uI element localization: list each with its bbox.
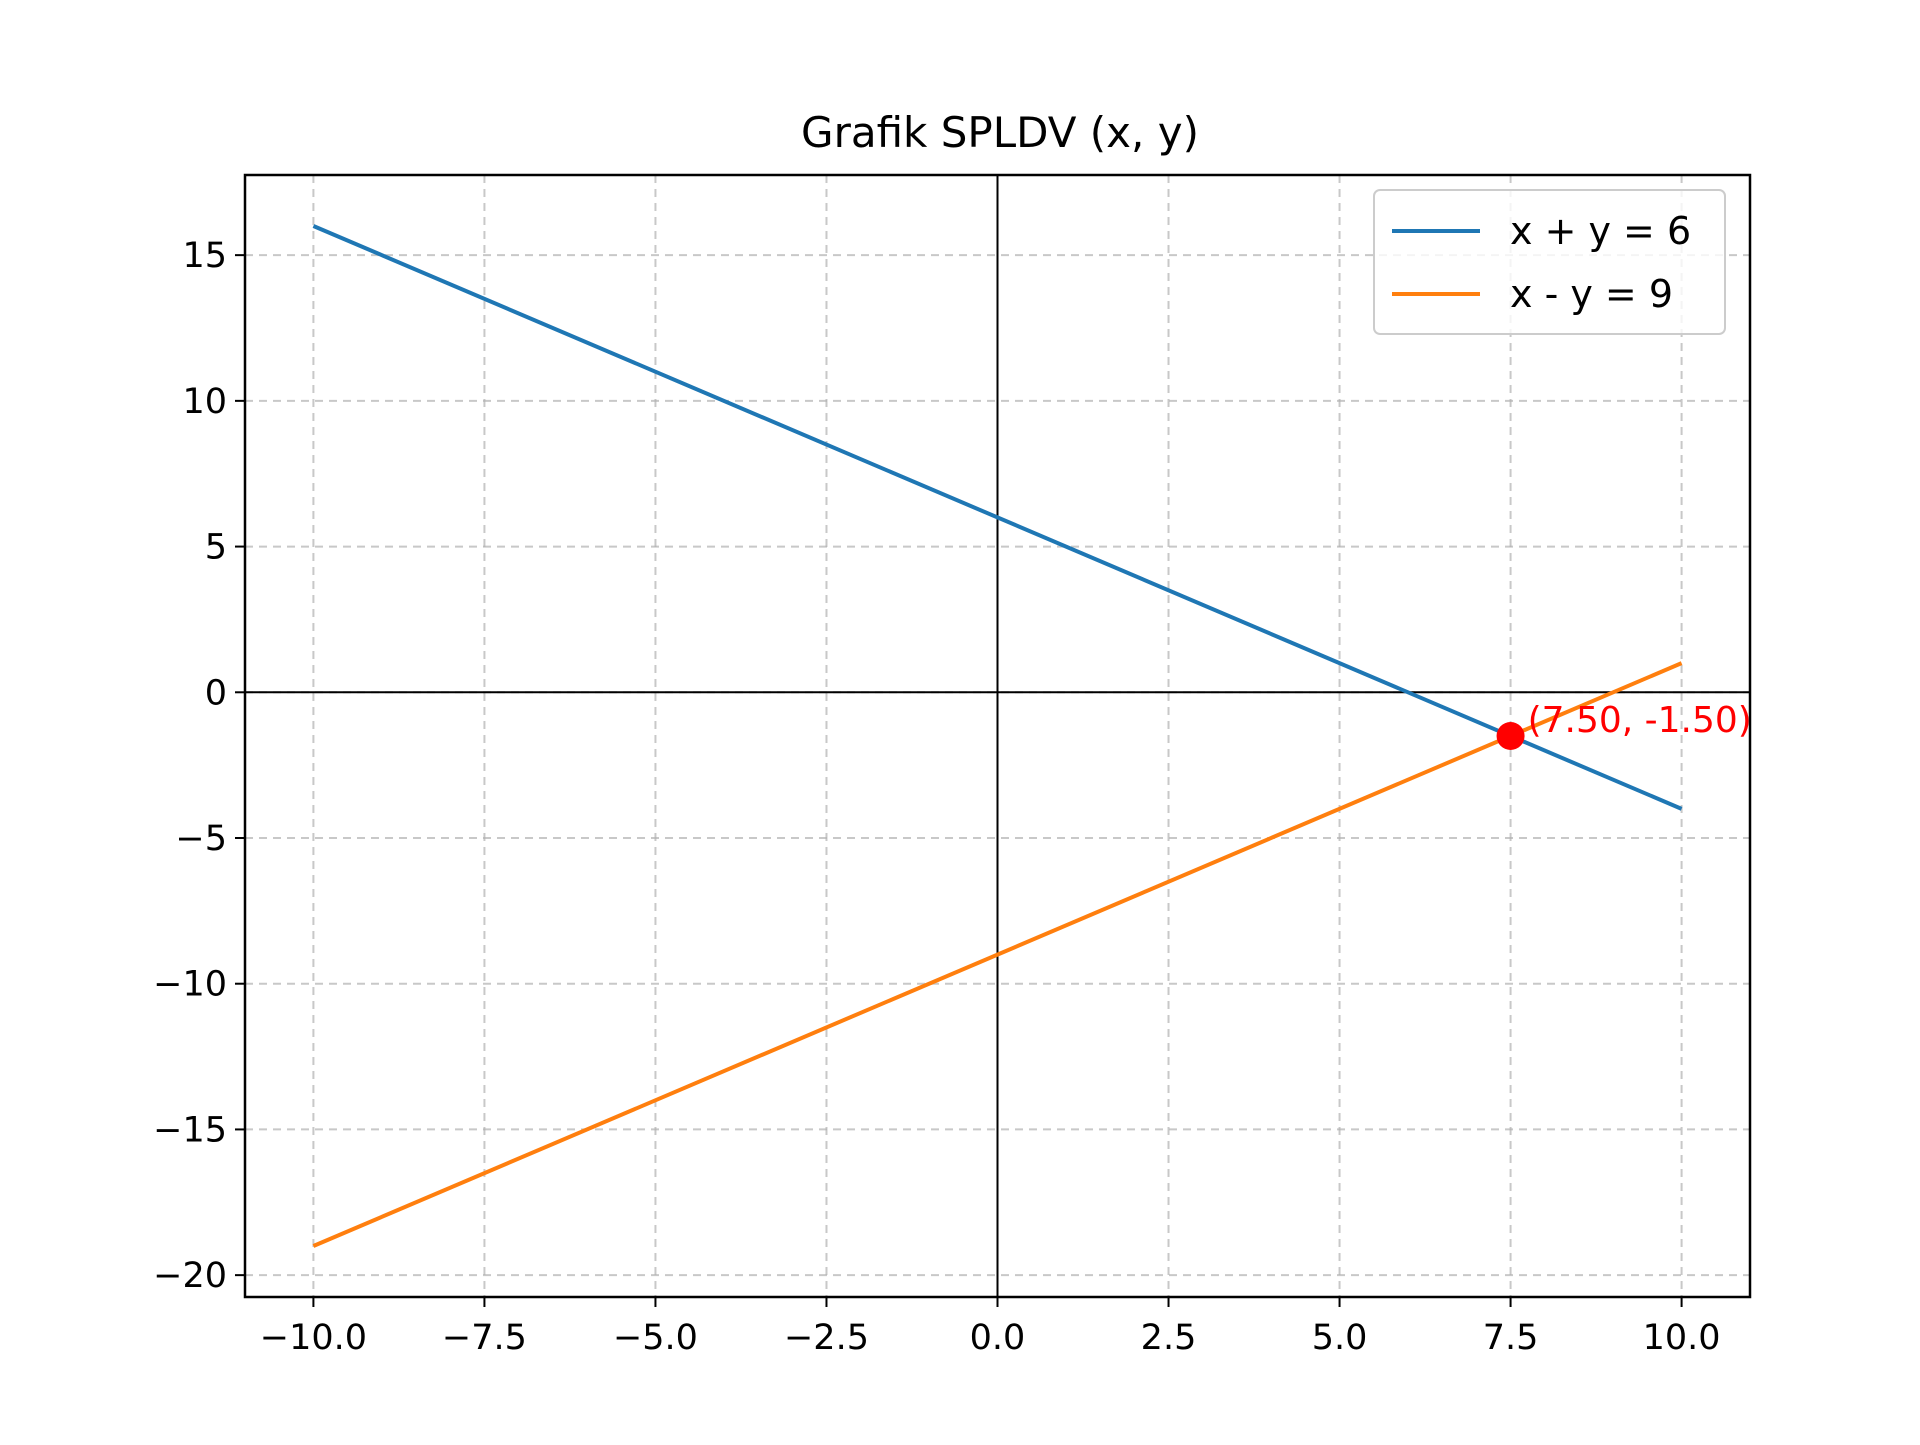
series-line-0 <box>312 224 1683 811</box>
x-tick-label: 0.0 <box>970 1318 1026 1358</box>
legend-box <box>1373 189 1726 335</box>
x-tick-label: 7.5 <box>1483 1318 1539 1358</box>
y-tick-label: 15 <box>182 236 227 276</box>
y-tick-label: −15 <box>153 1110 227 1150</box>
chart-title: Grafik SPLDV (x, y) <box>801 108 1199 157</box>
x-tick-label: 2.5 <box>1141 1318 1197 1358</box>
series-layer <box>312 224 1683 1248</box>
annotation-layer: (7.50, -1.50) <box>1496 700 1752 750</box>
legend-label-series-1: x - y = 9 <box>1510 272 1673 316</box>
zero-axis-lines <box>245 175 1750 1297</box>
x-tick-label: −5.0 <box>613 1318 698 1358</box>
intersection-point <box>1496 722 1525 750</box>
intersection-label: (7.50, -1.50) <box>1528 700 1752 741</box>
legend-label-series-0: x + y = 6 <box>1510 209 1691 253</box>
y-tick-label: −10 <box>153 965 227 1005</box>
x-tick-label: 5.0 <box>1312 1318 1368 1358</box>
y-tick-label: −5 <box>175 819 227 859</box>
legend: x + y = 6 x - y = 9 <box>1373 189 1726 335</box>
x-tick-label: −7.5 <box>442 1318 527 1358</box>
series-line-1 <box>312 661 1683 1248</box>
y-axis: −20 −15 −10 −5 0 5 10 15 <box>153 236 245 1296</box>
x-tick-label: 10.0 <box>1643 1318 1721 1358</box>
y-tick-label: 0 <box>205 673 227 713</box>
x-axis: −10.0 −7.5 −5.0 −2.5 0.0 2.5 5.0 7.5 10.0 <box>260 1297 1721 1358</box>
x-tick-label: −10.0 <box>260 1318 367 1358</box>
y-tick-label: 10 <box>182 382 227 422</box>
x-tick-label: −2.5 <box>784 1318 869 1358</box>
y-tick-label: 5 <box>205 528 227 568</box>
y-tick-label: −20 <box>153 1256 227 1296</box>
